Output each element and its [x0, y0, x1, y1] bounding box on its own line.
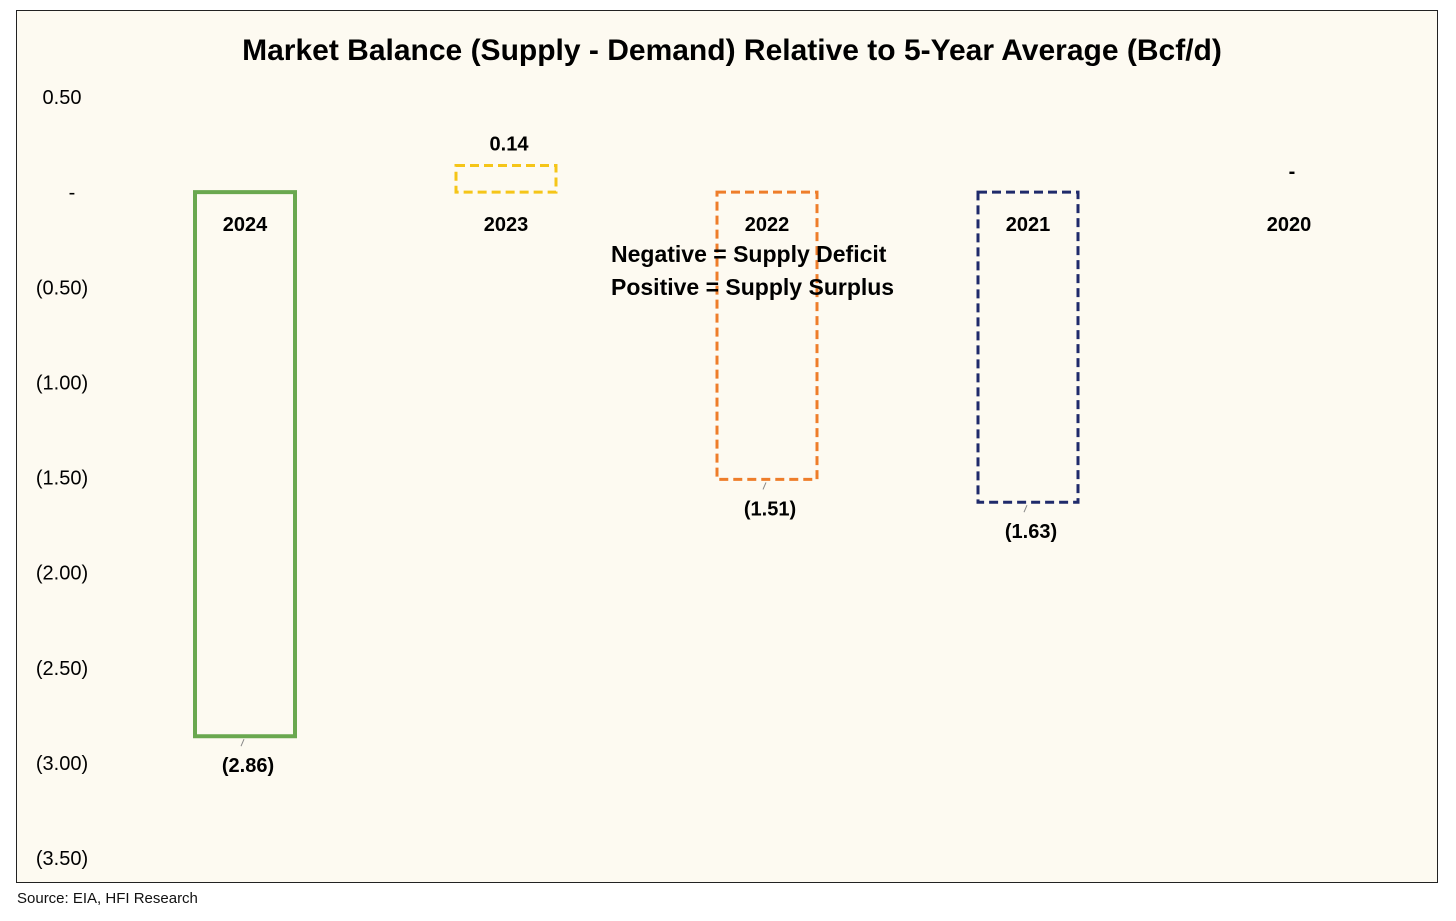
- value-labels: (2.86) 0.14 (1.51) (1.63) -: [222, 133, 1295, 777]
- category-label-2020: 2020: [1267, 214, 1312, 236]
- y-tick-label: (0.50): [36, 277, 88, 299]
- bar-2023: [454, 163, 558, 194]
- value-label-2023: 0.14: [490, 133, 530, 155]
- leader-line-2021: [1023, 505, 1028, 513]
- bar-2022: [715, 190, 819, 481]
- category-label-2023: 2023: [484, 214, 529, 236]
- y-tick-label: (1.50): [36, 468, 88, 490]
- category-label-2021: 2021: [1006, 214, 1051, 236]
- y-tick-label: 0.50: [43, 87, 82, 109]
- leader-line-2024: [240, 739, 245, 747]
- y-tick-label: (3.50): [36, 848, 88, 870]
- y-tick-label: (2.00): [36, 563, 88, 585]
- value-label-2022: (1.51): [744, 498, 796, 520]
- value-label-2024: (2.86): [222, 755, 274, 777]
- category-label-2024: 2024: [223, 214, 268, 236]
- bars: [193, 163, 1080, 739]
- label-leader-lines: [240, 482, 1028, 747]
- y-tick-label: -: [69, 182, 76, 204]
- category-label-2022: 2022: [745, 214, 790, 236]
- y-tick-label: (3.00): [36, 753, 88, 775]
- value-label-2020: -: [1289, 161, 1296, 183]
- bar-2024: [193, 190, 297, 739]
- annotation-line: Negative = Supply Deficit: [611, 241, 887, 267]
- bar-2021: [976, 190, 1080, 504]
- source-note: Source: EIA, HFI Research: [17, 890, 198, 907]
- annotation-line: Positive = Supply Surplus: [611, 274, 894, 300]
- value-label-2021: (1.63): [1005, 521, 1057, 543]
- category-labels: 2024 2023 2022 2021 2020: [223, 214, 1312, 236]
- annotation: Negative = Supply Deficit Positive = Supp…: [611, 241, 894, 300]
- y-axis-ticks: 0.50 - (0.50) (1.00) (1.50) (2.00) (2.50) (3.00…: [36, 87, 88, 870]
- leader-line-2022: [762, 482, 767, 490]
- chart-title: Market Balance (Supply - Demand) Relativ…: [242, 34, 1222, 67]
- y-tick-label: (1.00): [36, 372, 88, 394]
- y-tick-label: (2.50): [36, 658, 88, 680]
